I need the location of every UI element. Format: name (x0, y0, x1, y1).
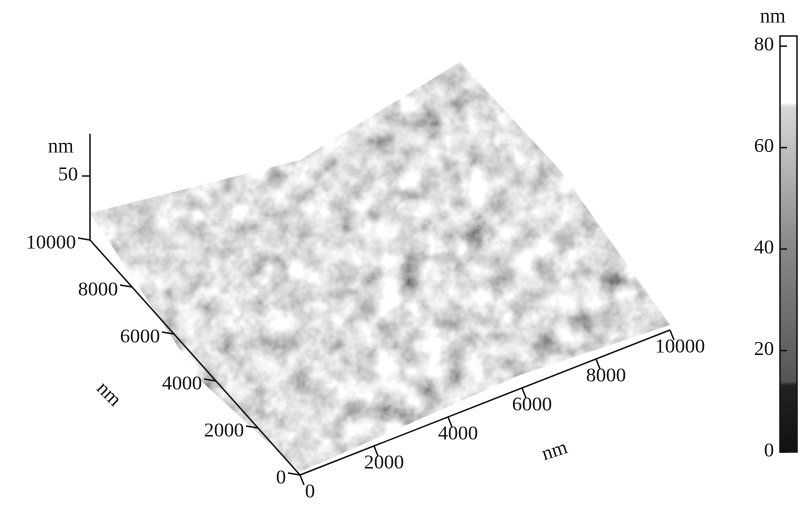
y-tick (78, 238, 90, 240)
x-tick-label: 2000 (364, 452, 404, 474)
y-tick-label: 0 (276, 467, 286, 489)
y-tick-label: 4000 (162, 373, 202, 395)
x-tick-label: 6000 (512, 394, 552, 416)
chart: nm nm nm nm 0 2000 4000 6000 8000 10000 0 2000 4… (0, 0, 801, 504)
colorbar (780, 36, 797, 452)
y-tick-label: 2000 (204, 420, 244, 442)
y-axis-label: nm (92, 377, 126, 411)
x-tick-label: 8000 (586, 365, 626, 387)
colorbar-tick-label: 20 (754, 338, 774, 360)
y-tick-label: 10000 (26, 232, 76, 254)
colorbar-label: nm (760, 6, 786, 28)
colorbar-tick-label: 40 (754, 237, 774, 259)
surface (80, 55, 680, 480)
x-tick (300, 475, 304, 485)
z-tick-label: 50 (58, 164, 78, 186)
x-axis-label: nm (539, 436, 571, 465)
z-axis-label: nm (48, 136, 74, 158)
colorbar-tick-label: 80 (754, 34, 774, 56)
y-tick-label: 6000 (120, 326, 160, 348)
colorbar-tick-label: 60 (754, 135, 774, 157)
colorbar-tick-label: 0 (764, 440, 774, 462)
x-tick-label: 0 (305, 481, 315, 503)
x-tick-label: 4000 (438, 423, 478, 445)
x-tick-label: 10000 (655, 336, 705, 358)
y-tick-label: 8000 (78, 279, 118, 301)
